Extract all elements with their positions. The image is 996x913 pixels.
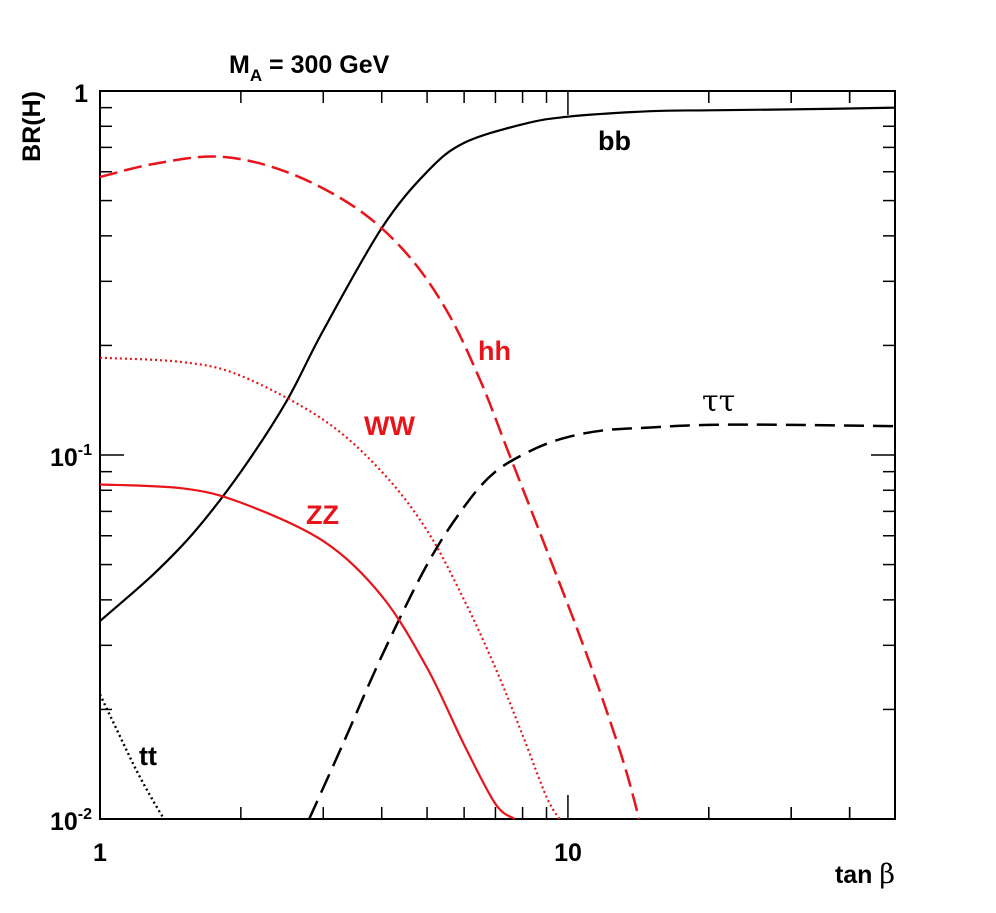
y-tick-label-0-01: 10-2: [50, 806, 92, 836]
x-axis-label: tan β: [835, 859, 895, 890]
chart-title: MA = 300 GeV: [229, 51, 390, 85]
label-ww: WW: [364, 411, 415, 441]
x-axis-label-symbol: β: [879, 859, 895, 890]
curve-ww: [99, 356, 561, 820]
label-tt: tt: [139, 741, 157, 771]
axis-ticks: [99, 91, 896, 820]
curve-tautau: [308, 423, 896, 820]
x-tick-label-1: 1: [93, 839, 107, 867]
plot-frame: [99, 90, 896, 820]
curve-tt: [98, 693, 166, 820]
curve-bb: [99, 106, 896, 622]
chart-title-subscript: A: [250, 66, 262, 85]
curve-hh: [99, 155, 641, 820]
x-tick-label-10: 10: [554, 839, 582, 867]
curves: [98, 106, 896, 820]
y-tick-label-0-1: 10-1: [50, 442, 92, 472]
chart-title-suffix: = 300 GeV: [262, 51, 389, 79]
label-tautau: ττ: [702, 384, 735, 419]
label-hh: hh: [478, 336, 511, 366]
curve-zz: [99, 483, 516, 820]
label-bb: bb: [598, 126, 631, 156]
y-tick-label-1: 1: [74, 80, 88, 108]
label-zz: ZZ: [306, 500, 339, 530]
y-axis-label: BR(H): [18, 91, 46, 162]
